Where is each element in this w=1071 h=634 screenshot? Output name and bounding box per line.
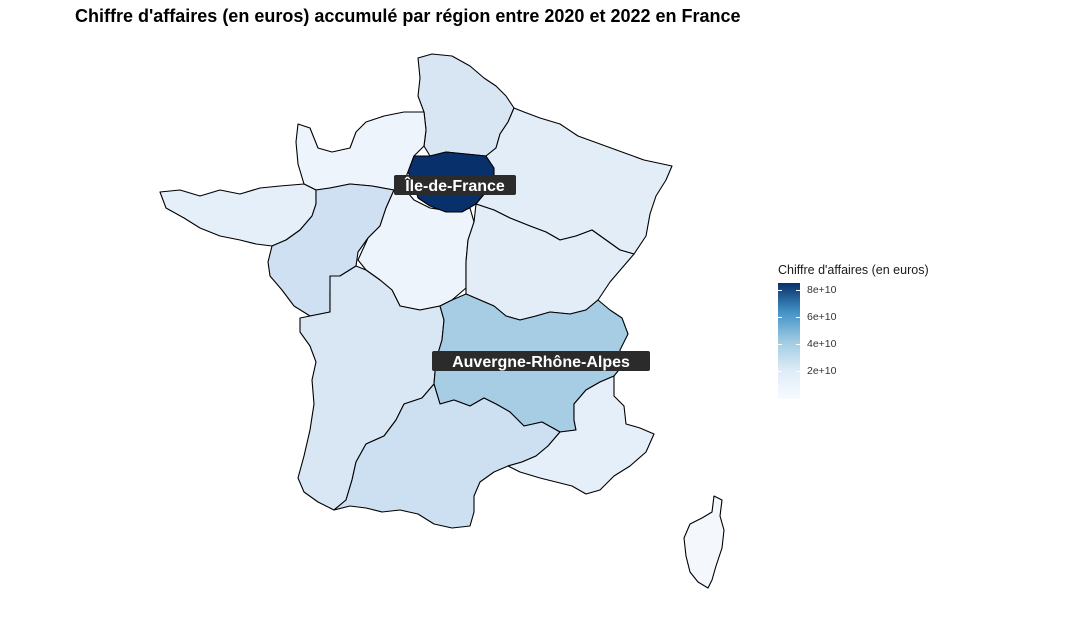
legend-label-6e10: 6e+10 <box>807 311 837 323</box>
legend-label-8e10: 8e+10 <box>807 284 837 296</box>
legend-title: Chiffre d'affaires (en euros) <box>778 263 929 277</box>
region-provence-alpes-cote-dazur <box>507 375 655 495</box>
region-occitanie <box>333 383 561 529</box>
legend-colorbar <box>778 283 800 399</box>
label-auvergne-rhone-alpes: Auvergne-Rhône-Alpes <box>432 351 650 371</box>
label-ile-de-france: Île-de-France <box>394 175 516 195</box>
svg-text:Île-de-France: Île-de-France <box>404 176 505 195</box>
svg-text:Auvergne-Rhône-Alpes: Auvergne-Rhône-Alpes <box>452 354 630 371</box>
legend-label-2e10: 2e+10 <box>807 365 837 377</box>
map-title: Chiffre d'affaires (en euros) accumulé p… <box>75 6 741 26</box>
color-legend: Chiffre d'affaires (en euros) 8e+10 6e+1… <box>778 263 978 399</box>
region-corse <box>683 495 725 589</box>
legend-label-4e10: 4e+10 <box>807 338 837 350</box>
